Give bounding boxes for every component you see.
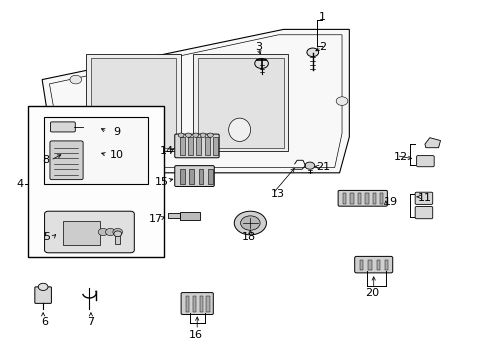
Bar xyxy=(198,168,203,184)
Polygon shape xyxy=(42,30,348,173)
FancyBboxPatch shape xyxy=(337,190,386,206)
Circle shape xyxy=(105,228,115,235)
Bar xyxy=(193,54,288,151)
FancyBboxPatch shape xyxy=(44,211,134,253)
Bar xyxy=(379,193,383,204)
Circle shape xyxy=(240,216,260,230)
Bar xyxy=(180,137,184,155)
Circle shape xyxy=(305,162,314,169)
Circle shape xyxy=(178,133,183,137)
FancyBboxPatch shape xyxy=(35,287,51,303)
Bar xyxy=(212,137,217,155)
FancyBboxPatch shape xyxy=(181,293,213,315)
Bar xyxy=(188,137,193,155)
Circle shape xyxy=(200,133,205,137)
Bar xyxy=(91,58,176,148)
Text: 21: 21 xyxy=(316,162,330,172)
Bar xyxy=(180,212,199,220)
Text: 17: 17 xyxy=(148,215,163,224)
Text: 7: 7 xyxy=(87,317,94,327)
Bar xyxy=(372,193,375,204)
Circle shape xyxy=(98,228,108,235)
Text: 10: 10 xyxy=(109,150,123,160)
Ellipse shape xyxy=(228,118,250,141)
Text: 20: 20 xyxy=(365,288,379,298)
Bar xyxy=(357,193,361,204)
Text: 19: 19 xyxy=(383,197,397,207)
Text: 15: 15 xyxy=(154,177,168,187)
Bar xyxy=(376,260,379,270)
Text: 14: 14 xyxy=(159,146,173,156)
Text: 12: 12 xyxy=(393,152,407,162)
Bar xyxy=(204,137,209,155)
Circle shape xyxy=(306,48,318,57)
Polygon shape xyxy=(424,138,440,148)
Text: 9: 9 xyxy=(113,127,120,136)
FancyBboxPatch shape xyxy=(354,256,392,273)
Text: 3: 3 xyxy=(255,42,262,52)
Bar xyxy=(198,58,283,148)
Bar xyxy=(367,260,371,270)
Text: 5: 5 xyxy=(43,232,50,242)
FancyBboxPatch shape xyxy=(414,192,432,204)
Bar xyxy=(359,260,363,270)
Text: 13: 13 xyxy=(270,189,284,199)
FancyBboxPatch shape xyxy=(50,122,75,132)
Text: 11: 11 xyxy=(417,193,431,203)
Circle shape xyxy=(114,231,122,237)
Bar xyxy=(179,168,184,184)
Bar xyxy=(196,137,201,155)
Bar xyxy=(207,168,212,184)
Circle shape xyxy=(38,283,48,291)
Circle shape xyxy=(64,126,76,134)
Text: 6: 6 xyxy=(41,317,48,327)
Bar xyxy=(206,296,209,312)
Bar xyxy=(384,260,387,270)
Bar xyxy=(86,54,181,151)
FancyBboxPatch shape xyxy=(416,156,433,167)
Circle shape xyxy=(234,211,266,235)
Bar xyxy=(115,235,120,244)
Circle shape xyxy=(335,97,347,105)
Bar xyxy=(185,296,189,312)
Bar xyxy=(63,221,100,244)
Bar xyxy=(189,168,194,184)
Circle shape xyxy=(254,58,268,68)
Circle shape xyxy=(70,75,81,84)
FancyBboxPatch shape xyxy=(174,166,214,186)
Bar xyxy=(43,117,148,184)
Text: 18: 18 xyxy=(242,232,256,242)
Bar xyxy=(199,296,203,312)
Bar xyxy=(365,193,368,204)
Text: 8: 8 xyxy=(42,155,49,165)
FancyBboxPatch shape xyxy=(50,141,83,180)
Bar xyxy=(342,193,346,204)
FancyBboxPatch shape xyxy=(414,207,432,219)
Circle shape xyxy=(113,228,122,235)
Bar xyxy=(27,107,163,257)
Bar xyxy=(350,193,353,204)
Text: 1: 1 xyxy=(318,12,325,22)
Text: 2: 2 xyxy=(318,42,325,52)
FancyBboxPatch shape xyxy=(174,134,219,158)
Circle shape xyxy=(185,133,191,137)
Bar xyxy=(167,213,180,219)
Circle shape xyxy=(207,133,213,137)
Text: 16: 16 xyxy=(188,330,203,340)
Bar xyxy=(192,296,196,312)
Circle shape xyxy=(192,133,198,137)
Text: 4: 4 xyxy=(17,179,24,189)
